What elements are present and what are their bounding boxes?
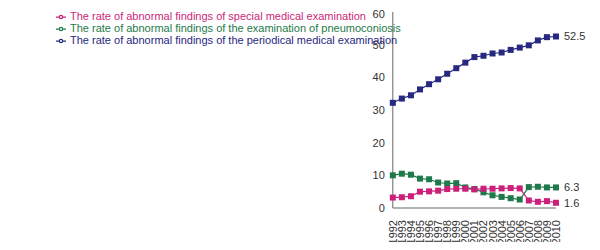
svg-text:60: 60 (373, 8, 385, 20)
svg-text:10: 10 (373, 169, 385, 181)
svg-text:1.6: 1.6 (564, 197, 579, 209)
svg-text:50: 50 (373, 39, 385, 51)
svg-text:40: 40 (373, 71, 385, 83)
svg-text:6.3: 6.3 (564, 181, 579, 193)
svg-text:52.5: 52.5 (564, 30, 585, 42)
svg-text:2010: 2010 (550, 220, 562, 242)
svg-text:30: 30 (373, 104, 385, 116)
svg-text:0: 0 (379, 202, 385, 214)
svg-text:20: 20 (373, 137, 385, 149)
